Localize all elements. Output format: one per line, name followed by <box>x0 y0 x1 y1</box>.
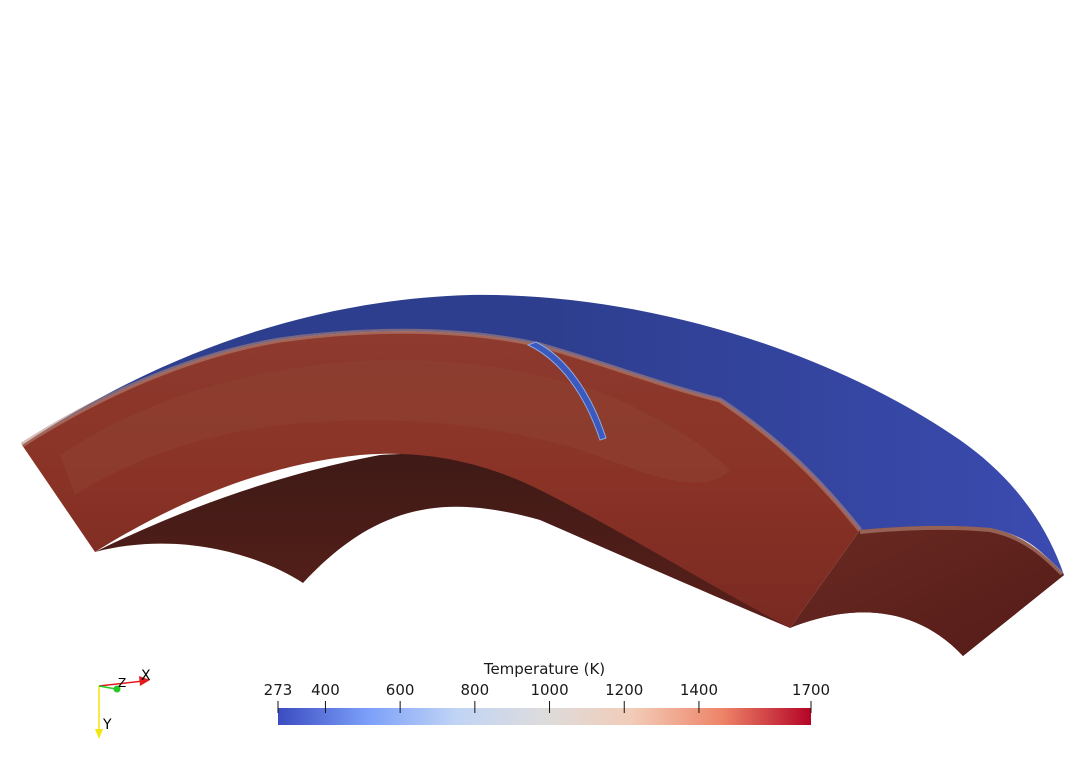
colorbar-tick-label: 1400 <box>679 681 719 699</box>
colorbar-title: Temperature (K) <box>483 660 606 678</box>
thermal-boundary-layer <box>20 328 862 532</box>
mantle-side-face <box>790 525 1064 656</box>
subducting-slab <box>526 341 607 441</box>
x-axis-arrowhead <box>139 676 150 686</box>
z-axis-marker <box>113 685 121 693</box>
mantle-cross-section <box>22 331 860 628</box>
colorbar-tick-label: 400 <box>311 681 340 699</box>
colorbar-tick-label: 273 <box>263 681 293 699</box>
colorbar-gradient <box>278 708 811 725</box>
z-axis-label: Z <box>118 676 127 690</box>
x-axis-line <box>98 680 144 687</box>
side-face-boundary <box>859 525 1064 576</box>
colorbar-tick-label: 1700 <box>791 681 831 699</box>
y-axis-label: Y <box>103 717 112 733</box>
colorbar-tick-label: 1200 <box>605 681 644 699</box>
x-axis-label: X <box>141 668 151 684</box>
y-axis-arrowhead <box>95 729 103 739</box>
cold-lithosphere-surface <box>22 294 1064 575</box>
orientation-axes-widget <box>95 676 150 739</box>
colorbar-tick-label: 1000 <box>530 681 569 699</box>
colorbar-tick-label: 800 <box>460 681 490 699</box>
mantle-warm-region <box>60 359 730 495</box>
colorbar-ticks <box>277 701 812 713</box>
inner-shell-surface <box>95 454 790 628</box>
colorbar-tick-label: 600 <box>385 681 415 699</box>
z-axis-line <box>98 685 117 690</box>
